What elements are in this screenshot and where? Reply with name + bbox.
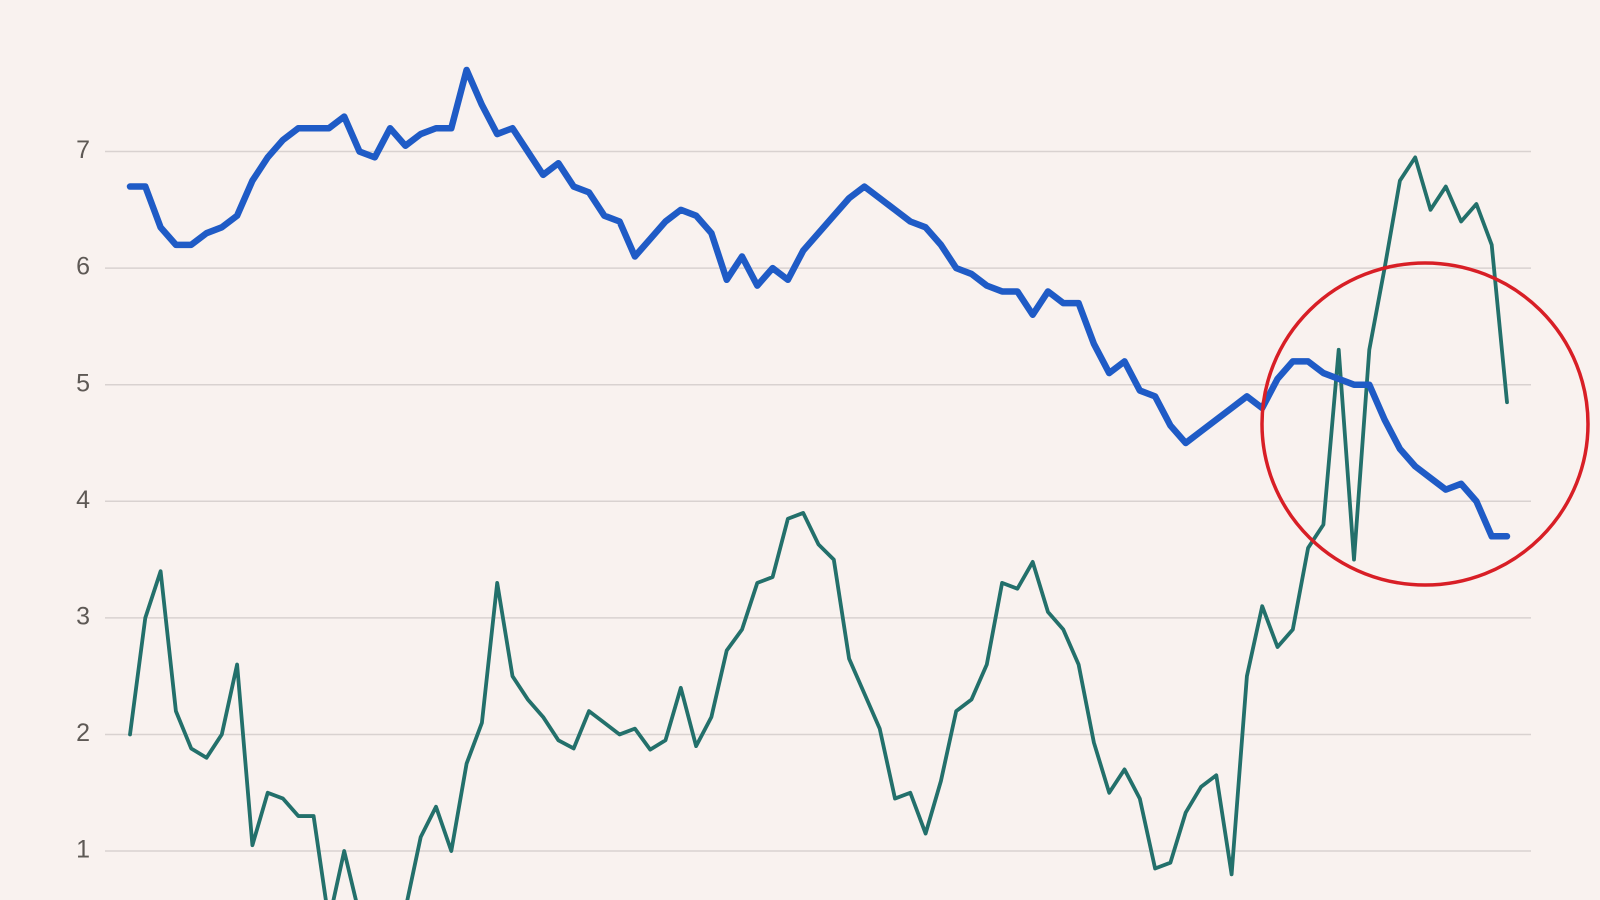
lines xyxy=(126,66,1511,900)
y-tick-label: 5 xyxy=(76,369,90,397)
y-tick-label: 6 xyxy=(76,253,90,281)
grid: 1 2 3 4 5 6 7 xyxy=(76,136,1531,864)
y-tick-label: 3 xyxy=(76,602,90,630)
highlight-circle xyxy=(1260,261,1590,587)
y-tick-label: 4 xyxy=(76,486,90,514)
y-tick-label: 7 xyxy=(76,136,90,164)
y-tick-label: 2 xyxy=(76,719,90,747)
series-line xyxy=(126,66,1511,540)
series-line xyxy=(128,155,1509,900)
y-tick-label: 1 xyxy=(76,836,90,864)
